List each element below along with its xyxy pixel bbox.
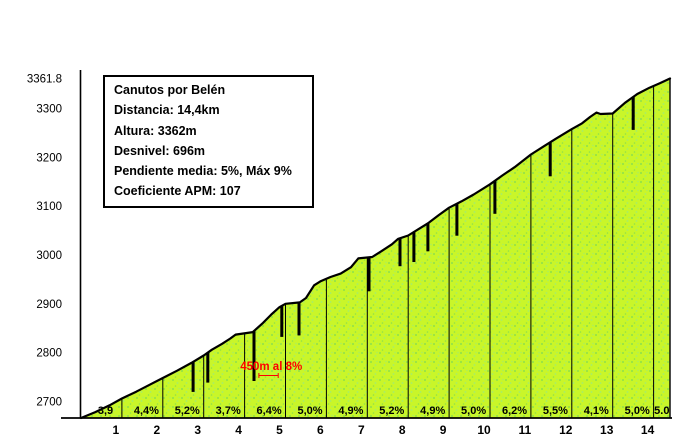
elevation-area — [81, 78, 670, 418]
km-label: 11 — [519, 423, 532, 437]
info-line-pendiente: Pendiente media: 5%, Máx 9% — [114, 164, 292, 179]
km-label: 14 — [641, 423, 655, 437]
curve-marker — [252, 331, 256, 381]
y-tick-label: 3300 — [36, 104, 62, 116]
curve-marker — [206, 352, 210, 383]
gradient-label: 3,7% — [216, 405, 241, 417]
y-tick-label: 3361.8 — [27, 74, 62, 86]
info-line-altura: Altura: 3362m — [114, 123, 197, 138]
curve-marker — [631, 96, 635, 130]
gradient-label: 5,5% — [543, 405, 568, 417]
curve-marker — [426, 223, 430, 252]
y-tick-label: 2900 — [36, 299, 62, 311]
y-tick-label: 3200 — [36, 152, 62, 164]
km-label: 7 — [358, 423, 365, 437]
gradient-label: 5,0% — [297, 405, 322, 417]
curve-marker — [493, 180, 497, 214]
annotation-bracket — [258, 373, 279, 378]
gradient-label: 6,4% — [257, 405, 282, 417]
curve-marker — [280, 305, 284, 337]
info-line-coeficiente: Coeficiente APM: 107 — [114, 184, 241, 199]
gradient-label: 5.0 — [654, 405, 669, 417]
km-label: 12 — [559, 423, 573, 437]
profile-line — [79, 77, 672, 420]
gradient-label: 4,1% — [584, 405, 609, 417]
curve-marker — [367, 257, 371, 292]
info-line-desnivel: Desnivel: 696m — [114, 143, 206, 158]
km-label: 8 — [399, 423, 406, 437]
curve-marker — [398, 238, 402, 267]
y-tick-label: 3000 — [36, 250, 62, 262]
gradient-label: 5,0% — [625, 405, 650, 417]
curve-marker — [191, 361, 195, 392]
km-label: 4 — [235, 423, 242, 437]
climb-title: Canutos por Belén — [114, 83, 226, 97]
gradient-label: 4,9% — [338, 405, 363, 417]
km-label: 10 — [477, 423, 491, 437]
gradient-label: 4,9% — [420, 405, 445, 417]
km-label: 3 — [194, 423, 201, 437]
km-label: 9 — [440, 423, 447, 437]
km-label: 5 — [276, 423, 283, 437]
info-line-distancia: Distancia: 14,4km — [114, 103, 220, 118]
gradient-label: 3,9 — [98, 405, 113, 417]
gradient-label: 5,2% — [175, 405, 200, 417]
gradient-label: 5,2% — [379, 405, 404, 417]
curve-marker — [455, 203, 459, 236]
km-label: 1 — [113, 423, 120, 437]
km-label: 6 — [317, 423, 324, 437]
climb-info-box: Canutos por Belén Distancia: 14,4km Altu… — [103, 75, 314, 208]
gradient-label: 5,0% — [461, 405, 486, 417]
y-tick-label: 3100 — [36, 201, 62, 213]
curve-marker — [548, 142, 552, 177]
curve-marker — [297, 302, 301, 336]
gradient-label: 6,2% — [502, 405, 527, 417]
steep-section-annotation: 450m al 8% — [240, 361, 302, 373]
gradient-label: 4,4% — [134, 405, 159, 417]
curve-marker — [412, 232, 416, 262]
y-tick-label: 2800 — [36, 348, 62, 360]
km-label: 2 — [153, 423, 160, 437]
km-label: 13 — [600, 423, 614, 437]
y-tick-label: 2700 — [36, 396, 62, 408]
